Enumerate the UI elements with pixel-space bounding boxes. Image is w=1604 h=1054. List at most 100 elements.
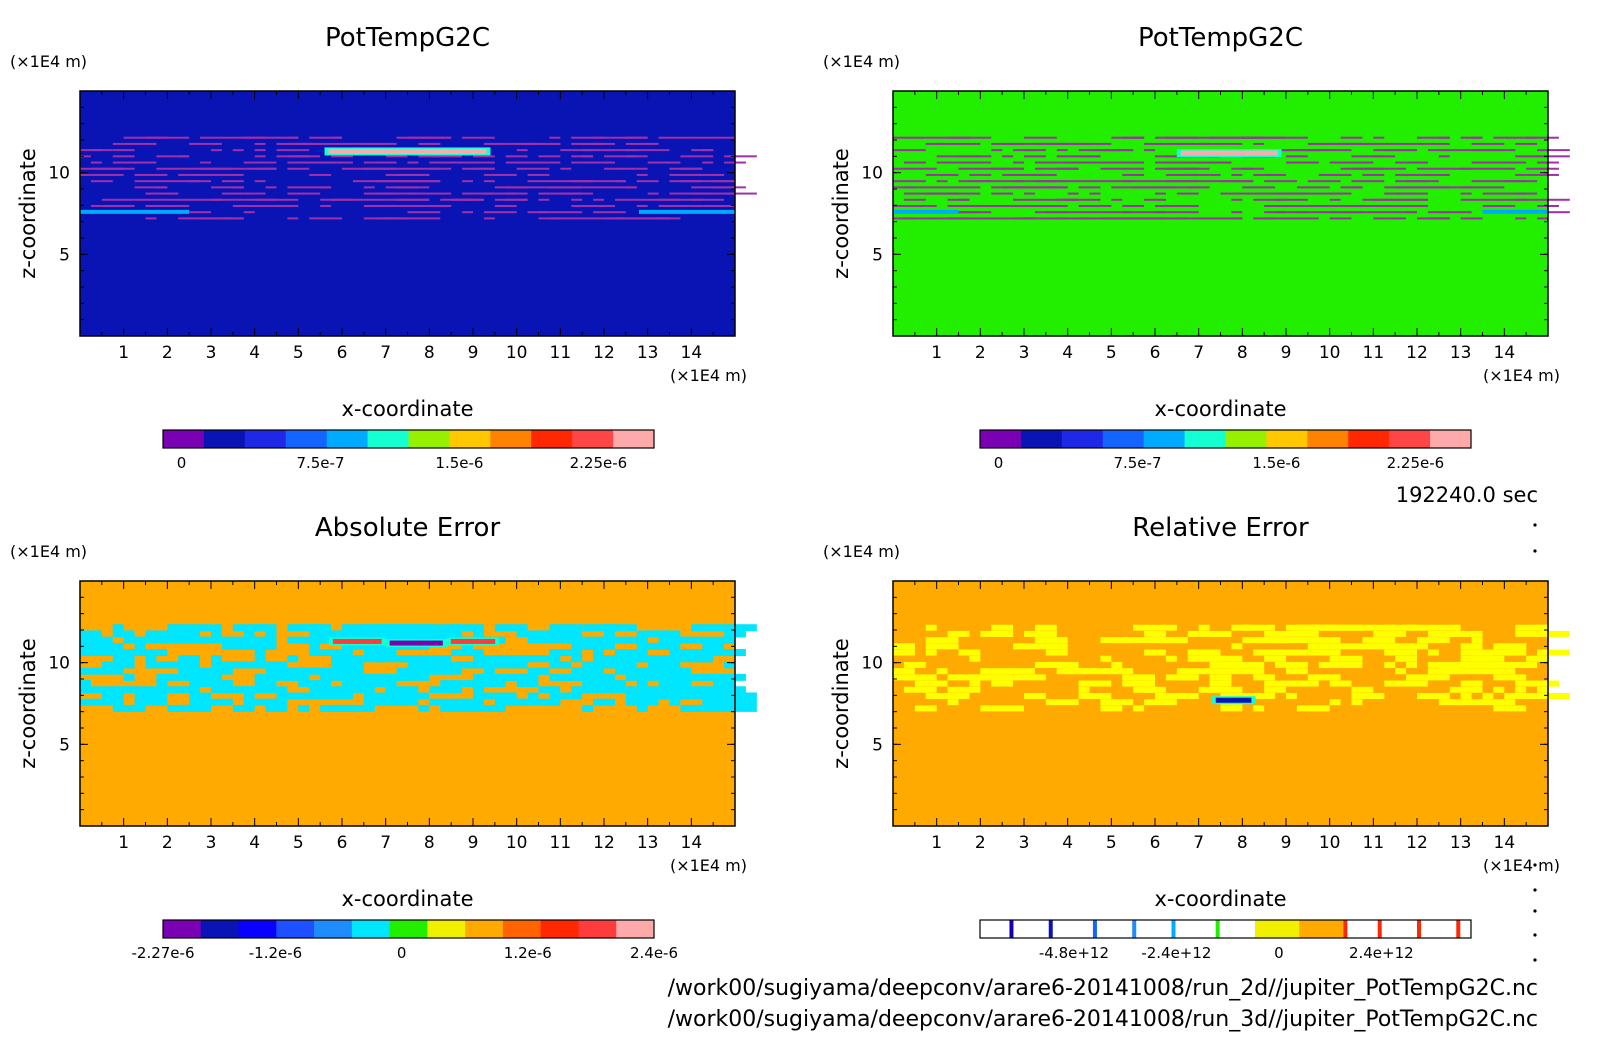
- contour-segment: [1013, 198, 1024, 201]
- contour-segment: [1275, 686, 1286, 693]
- contour-segment: [505, 192, 528, 195]
- contour-segment: [1078, 211, 1090, 214]
- y-axis-label: z-coordinate: [829, 148, 853, 279]
- x-tick-label: 14: [1494, 343, 1516, 363]
- x-tick-label: 13: [637, 343, 659, 363]
- contour-segment: [1471, 680, 1483, 687]
- contour-segment: [134, 692, 168, 700]
- contour-segment: [1296, 211, 1319, 214]
- contour-segment: [80, 155, 91, 158]
- contour-segment: [1264, 686, 1276, 693]
- feature-line: [638, 209, 735, 214]
- contour-segment: [1373, 630, 1407, 637]
- contour-segment: [363, 204, 397, 207]
- contour-segment: [145, 217, 157, 220]
- contour-segment: [1362, 167, 1385, 170]
- contour-segment: [1493, 649, 1516, 656]
- contour-segment: [1460, 643, 1483, 650]
- contour-segment: [1231, 217, 1243, 220]
- contour-segment: [429, 667, 463, 675]
- contour-segment: [1024, 192, 1035, 195]
- margin-dot: [1533, 523, 1537, 527]
- contour-segment: [243, 161, 266, 164]
- contour-segment: [969, 204, 1003, 207]
- contour-segment: [221, 661, 244, 669]
- contour-segment: [156, 649, 168, 657]
- contour-segment: [658, 636, 692, 644]
- contour-segment: [320, 704, 342, 712]
- contour-segment: [1438, 699, 1461, 706]
- contour-segment: [232, 217, 244, 220]
- contour-segment: [462, 704, 495, 712]
- contour-segment: [1078, 692, 1112, 699]
- contour-segment: [1373, 217, 1385, 220]
- contour-segment: [1122, 173, 1145, 176]
- contour-segment: [1013, 167, 1024, 170]
- feature-band: [328, 148, 487, 154]
- contour-segment: [451, 161, 484, 164]
- contour-segment: [1515, 142, 1527, 145]
- colorbar-frame: [162, 919, 655, 939]
- contour-segment: [571, 161, 583, 164]
- colorbar-swatch: [285, 430, 328, 448]
- contour-segment: [636, 167, 648, 170]
- contour-segment: [473, 686, 484, 694]
- contour-segment: [309, 649, 321, 657]
- contour-segment: [1362, 198, 1385, 201]
- contour-segment: [1078, 686, 1090, 693]
- contour-segment: [298, 680, 310, 688]
- chart-title: PotTempG2C: [325, 23, 490, 53]
- x-tick-label: 9: [1281, 833, 1292, 853]
- contour-segment: [309, 173, 332, 176]
- contour-segment: [429, 180, 441, 183]
- contour-segment: [893, 649, 915, 656]
- contour-segment: [1340, 149, 1352, 152]
- contour-segment: [1329, 204, 1363, 207]
- contour-segment: [680, 180, 703, 183]
- colorbar-swatch: [465, 920, 504, 938]
- contour-segment: [571, 186, 583, 189]
- contour-segment: [1460, 192, 1472, 195]
- contour-segment: [265, 186, 277, 189]
- contour-segment: [1144, 149, 1155, 152]
- contour-segment: [473, 630, 484, 638]
- contour-segment: [1198, 649, 1221, 656]
- contour-segment: [374, 692, 408, 700]
- contour-segment: [560, 149, 572, 152]
- contour-segment: [604, 161, 615, 164]
- contour-segment: [232, 624, 244, 632]
- colorbar: 0 7.5e-7 1.5e-6 2.25e-6: [162, 429, 655, 472]
- x-tick-label: 3: [1019, 833, 1030, 853]
- colorbar-label: -2.27e-6: [132, 944, 195, 962]
- contour-segment: [1362, 692, 1385, 699]
- contour-segment: [440, 167, 452, 170]
- contour-segment: [691, 704, 725, 712]
- contour-segment: [549, 142, 561, 145]
- contour-segment: [571, 136, 604, 139]
- contour-segment: [1504, 668, 1516, 675]
- contour-segment: [947, 186, 981, 189]
- contour-segment: [385, 155, 397, 158]
- contour-segment: [1329, 699, 1341, 706]
- contour-segment: [418, 661, 430, 669]
- contour-segment: [1427, 637, 1439, 644]
- contour-segment: [396, 155, 408, 158]
- contour-segment: [1275, 198, 1286, 201]
- contour-segment: [691, 692, 714, 700]
- contour-segment: [1187, 192, 1199, 195]
- contour-segment: [1384, 680, 1396, 687]
- contour-segment: [1493, 161, 1516, 164]
- contour-segment: [243, 136, 266, 139]
- contour-segment: [1231, 173, 1243, 176]
- contour-segment: [407, 167, 441, 170]
- contour-segment: [101, 180, 113, 183]
- contour-segment: [473, 167, 495, 170]
- contour-segment: [1144, 649, 1166, 656]
- contour-segment: [1351, 180, 1385, 183]
- contour-segment: [604, 630, 615, 638]
- contour-segment: [1384, 204, 1396, 207]
- contour-segment: [702, 180, 725, 183]
- contour-segment: [1493, 686, 1505, 693]
- contour-segment: [658, 661, 670, 669]
- colorbar-label: 2.25e-6: [1387, 454, 1445, 472]
